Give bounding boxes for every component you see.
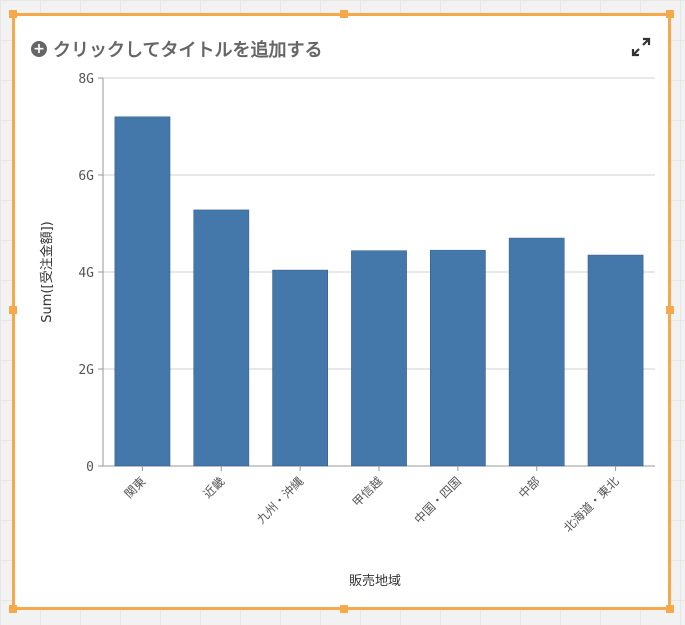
x-tick-label: 甲信越: [350, 474, 385, 509]
resize-handle-bl[interactable]: [9, 605, 17, 613]
y-tick-label: 8G: [78, 72, 94, 87]
bar: [351, 250, 407, 467]
y-tick-label: 4G: [78, 266, 94, 281]
resize-handle-right[interactable]: [666, 306, 674, 314]
x-axis-title: 販売地域: [349, 573, 401, 589]
x-tick-label: 関東: [122, 474, 149, 501]
resize-handle-tl[interactable]: [9, 10, 17, 18]
bar: [508, 237, 565, 467]
resize-handle-tr[interactable]: [666, 10, 674, 18]
bar: [193, 209, 250, 467]
y-axis-title: Sum([受注金額]): [39, 221, 55, 322]
bar: [272, 269, 328, 467]
x-tick-label: 近畿: [201, 474, 228, 501]
resize-handle-left[interactable]: [9, 306, 17, 314]
x-tick-label: 九州・沖縄: [253, 474, 306, 527]
bar: [430, 249, 486, 467]
x-tick-label: 中部: [515, 474, 543, 502]
x-tick-label: 中国・四国: [411, 474, 464, 527]
resize-handle-bottom[interactable]: [340, 605, 348, 613]
bar: [587, 254, 644, 467]
chart-title[interactable]: クリックしてタイトルを追加する: [53, 40, 323, 61]
add-title-icon[interactable]: +: [31, 41, 47, 57]
y-tick-label: 6G: [78, 169, 94, 184]
y-tick-label: 2G: [78, 363, 94, 378]
bar: [114, 116, 171, 467]
title-row[interactable]: + クリックしてタイトルを追加する: [31, 36, 322, 62]
y-tick-label: 0: [86, 460, 94, 475]
x-tick-label: 北海道・東北: [560, 474, 622, 536]
resize-handle-br[interactable]: [666, 605, 674, 613]
resize-handle-top[interactable]: [340, 10, 348, 18]
expand-icon[interactable]: [630, 36, 652, 58]
